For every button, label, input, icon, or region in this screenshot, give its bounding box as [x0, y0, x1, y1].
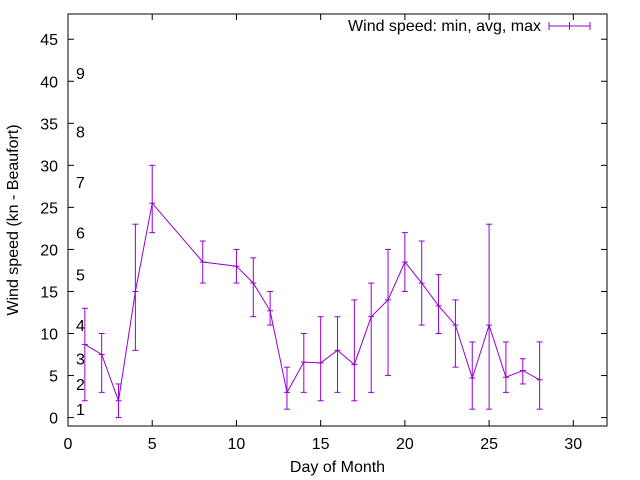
error-bar [199, 240, 206, 284]
x-tick-label: 10 [228, 436, 246, 453]
x-tick-label: 0 [64, 436, 73, 453]
beaufort-label: 5 [76, 268, 85, 285]
beaufort-label: 9 [76, 66, 85, 83]
error-bar [536, 341, 543, 410]
error-bar [81, 307, 88, 402]
legend-label: Wind speed: min, avg, max [348, 18, 541, 35]
error-bar [149, 164, 156, 234]
x-tick-label: 15 [312, 436, 330, 453]
error-bar [519, 358, 526, 385]
error-bar [401, 232, 408, 292]
error-bar [486, 223, 493, 410]
error-bar [334, 316, 341, 393]
error-bar [115, 383, 122, 419]
y-axis-title: Wind speed (kn - Beaufort) [5, 124, 22, 315]
error-bar [452, 299, 459, 368]
error-bar [435, 274, 442, 335]
error-bar [98, 333, 105, 393]
y-tick-label: 30 [40, 158, 58, 175]
y-tick-label: 0 [49, 411, 58, 428]
x-tick-label: 25 [480, 436, 498, 453]
error-bar [469, 341, 476, 410]
plot-frame [67, 13, 608, 427]
x-axis-ticks: 0 5 10 15 20 25 30 [64, 14, 582, 453]
x-tick-label: 20 [396, 436, 414, 453]
beaufort-label: 8 [76, 125, 85, 142]
y-tick-label: 20 [40, 242, 58, 259]
y-tick-label: 5 [49, 369, 58, 386]
error-bar [283, 366, 290, 410]
beaufort-label: 3 [76, 352, 85, 369]
error-bar [250, 257, 257, 318]
series-group [81, 164, 543, 419]
error-bar [300, 333, 307, 393]
beaufort-label: 4 [76, 318, 85, 335]
x-tick-label: 30 [564, 436, 582, 453]
beaufort-label: 6 [76, 226, 85, 243]
error-bar [267, 290, 274, 326]
error-bar [132, 223, 139, 351]
error-bar [502, 341, 509, 393]
y-tick-label: 25 [40, 200, 58, 217]
y-tick-label: 10 [40, 327, 58, 344]
error-bar [368, 282, 375, 393]
x-axis-title: Day of Month [290, 459, 385, 476]
beaufort-labels: 1 2 3 4 5 6 7 8 9 [76, 66, 85, 419]
beaufort-label: 2 [76, 377, 85, 394]
x-tick-label: 5 [148, 436, 157, 453]
error-bar [418, 240, 425, 326]
error-bar [233, 248, 240, 284]
error-bar [351, 299, 358, 402]
error-bar [317, 316, 324, 402]
y-tick-label: 45 [40, 32, 58, 49]
y-tick-label: 15 [40, 284, 58, 301]
beaufort-label: 1 [76, 402, 85, 419]
beaufort-label: 7 [76, 175, 85, 192]
y-tick-label: 40 [40, 74, 58, 91]
error-bar [385, 248, 392, 377]
y-tick-label: 35 [40, 116, 58, 133]
legend: Wind speed: min, avg, max [348, 18, 591, 35]
